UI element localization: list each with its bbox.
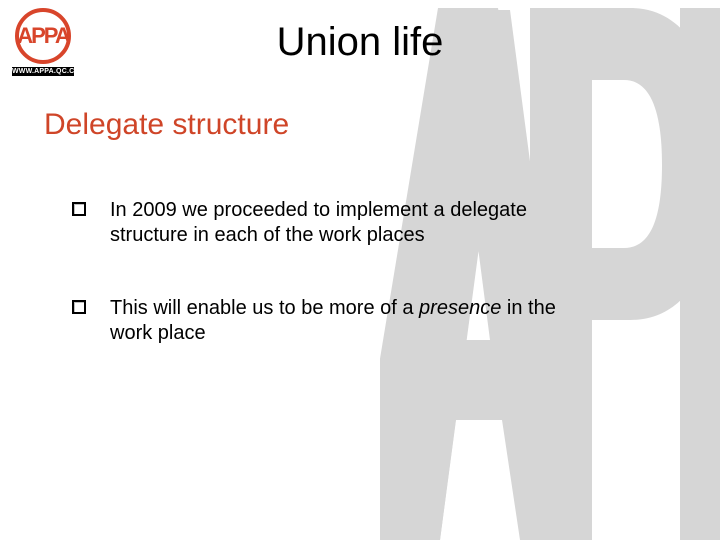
- slide-subtitle: Delegate structure: [44, 108, 289, 142]
- list-item: In 2009 we proceeded to implement a dele…: [72, 198, 592, 248]
- list-item: This will enable us to be more of a pres…: [72, 296, 592, 346]
- bullet-box-icon: [72, 300, 86, 314]
- bullet-text: In 2009 we proceeded to implement a dele…: [110, 198, 592, 248]
- bullet-list: In 2009 we proceeded to implement a dele…: [72, 198, 592, 394]
- slide-title: Union life: [0, 20, 720, 65]
- logo-url: WWW.APPA.QC.CA: [12, 67, 74, 76]
- bullet-box-icon: [72, 202, 86, 216]
- bullet-text: This will enable us to be more of a pres…: [110, 296, 592, 346]
